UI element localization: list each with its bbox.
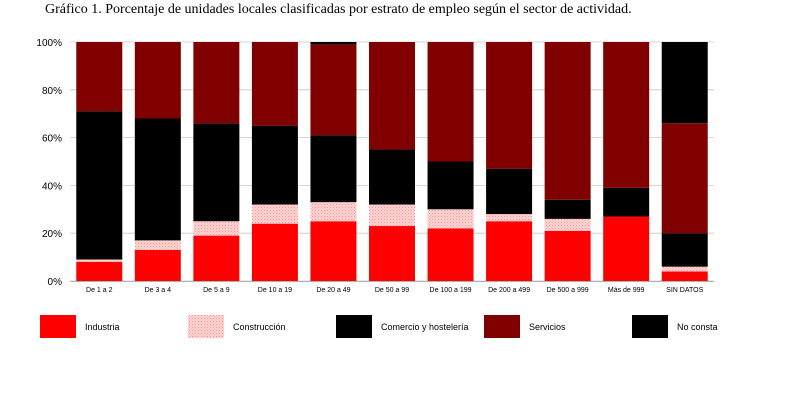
bar-segment — [193, 123, 240, 222]
x-tick-label: De 5 a 9 — [203, 287, 230, 294]
bar-segment — [251, 42, 298, 126]
bar-segment — [544, 42, 591, 200]
y-axis: 0% 20% 40% 60% 80% 100% — [36, 38, 62, 288]
bar-segment — [193, 42, 240, 124]
legend-label: Comercio y hostelería — [381, 322, 469, 332]
bar-segment — [251, 125, 298, 205]
chart-title: Gráfico 1. Porcentaje de unidades locale… — [45, 2, 632, 17]
x-tick-label: De 100 a 199 — [430, 287, 472, 294]
bar-segment — [134, 118, 181, 241]
legend-swatch — [40, 315, 76, 338]
y-tick-label: 0% — [48, 277, 63, 288]
bar-segment — [310, 42, 357, 45]
x-tick-label: De 10 a 19 — [258, 287, 292, 294]
bar-segment — [544, 230, 591, 281]
y-tick-label: 20% — [42, 229, 62, 240]
bar-segment — [544, 218, 591, 231]
bar-segment — [369, 42, 415, 150]
bar-segment — [251, 204, 298, 224]
bar-segment — [369, 204, 415, 227]
bar-segment — [76, 111, 123, 260]
bar-segment — [603, 42, 650, 188]
y-tick-label: 100% — [36, 38, 62, 49]
bar-segment — [544, 199, 591, 219]
bar-segment — [661, 42, 708, 124]
bar-segment — [369, 149, 415, 205]
legend-swatch — [632, 315, 668, 338]
bar-segment — [603, 187, 650, 217]
bar-segment — [310, 44, 357, 136]
bar-segment — [76, 42, 123, 112]
bars — [76, 42, 708, 281]
x-tick-label: Más de 999 — [608, 287, 645, 294]
legend-label: No consta — [677, 322, 718, 332]
bar-segment — [134, 249, 181, 281]
x-tick-label: De 1 a 2 — [86, 287, 113, 294]
legend-label: Servicios — [529, 322, 566, 332]
bar-segment — [427, 228, 474, 281]
bar-segment — [427, 42, 474, 162]
legend-swatch — [484, 315, 520, 338]
bar-segment — [661, 233, 708, 267]
bar-segment — [486, 221, 533, 281]
x-tick-label: De 200 a 499 — [488, 287, 530, 294]
bar-segment — [427, 161, 474, 210]
y-tick-label: 40% — [42, 181, 62, 192]
bar-segment — [310, 135, 357, 203]
x-tick-label: De 20 a 49 — [316, 287, 350, 294]
bar-segment — [76, 261, 123, 281]
legend-label: Construcción — [233, 322, 286, 332]
x-tick-label: De 3 a 4 — [145, 287, 172, 294]
bar-segment — [193, 221, 240, 236]
bar-segment — [193, 235, 240, 281]
bar-segment — [134, 240, 181, 250]
bar-segment — [661, 123, 708, 234]
legend-label: Industria — [85, 322, 120, 332]
y-tick-label: 80% — [42, 86, 62, 97]
bar-segment — [427, 209, 474, 229]
y-tick-label: 60% — [42, 134, 62, 145]
bar-segment — [603, 216, 650, 281]
x-axis: De 1 a 2 De 3 a 4 De 5 a 9 De 10 a 19 De 20 … — [70, 281, 714, 294]
bar-segment — [310, 221, 357, 281]
legend: Industria Construcción Comercio y hosteler… — [40, 315, 718, 338]
bar-segment — [661, 271, 708, 281]
legend-swatch — [188, 315, 224, 338]
bar-segment — [134, 42, 181, 119]
bar-segment — [486, 214, 533, 222]
bar-segment — [369, 226, 415, 281]
bar-segment — [310, 202, 357, 222]
bar-segment — [76, 259, 123, 262]
bar-segment — [486, 168, 533, 215]
x-tick-label: SIN DATOS — [666, 287, 703, 294]
bar-segment — [486, 42, 533, 169]
x-tick-label: De 500 a 999 — [547, 287, 589, 294]
bar-segment — [251, 223, 298, 281]
x-tick-label: De 50 a 99 — [375, 287, 409, 294]
legend-swatch — [336, 315, 372, 338]
bar-segment — [661, 266, 708, 272]
